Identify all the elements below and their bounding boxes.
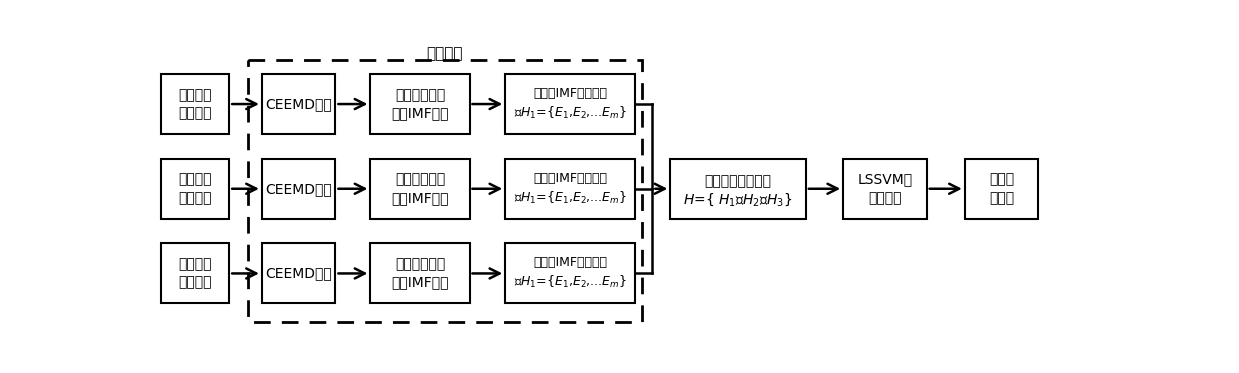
Text: 计算主IMF分量奇异
熵$H_1$={$E_1$,$E_2$,...$E_m$}: 计算主IMF分量奇异 熵$H_1$={$E_1$,$E_2$,...$E_m$} xyxy=(514,257,627,291)
Text: CEEMD分解: CEEMD分解 xyxy=(265,182,332,196)
FancyBboxPatch shape xyxy=(670,159,805,219)
Text: 根据相关性选
取主IMF分量: 根据相关性选 取主IMF分量 xyxy=(392,257,449,290)
Text: 道岔工
况识别: 道岔工 况识别 xyxy=(989,173,1015,205)
FancyBboxPatch shape xyxy=(261,244,336,304)
FancyBboxPatch shape xyxy=(370,74,470,134)
FancyBboxPatch shape xyxy=(965,159,1038,219)
Text: 道岔尾端
振动信号: 道岔尾端 振动信号 xyxy=(178,257,212,290)
Text: 根据相关性选
取主IMF分量: 根据相关性选 取主IMF分量 xyxy=(392,173,449,205)
FancyBboxPatch shape xyxy=(506,159,636,219)
FancyBboxPatch shape xyxy=(506,74,636,134)
FancyBboxPatch shape xyxy=(261,74,336,134)
Text: CEEMD分解: CEEMD分解 xyxy=(265,266,332,280)
Text: $H$={ $H_1$、$H_2$、$H_3$}: $H$={ $H_1$、$H_2$、$H_3$} xyxy=(684,191,793,208)
Text: 道岔中部
振动信号: 道岔中部 振动信号 xyxy=(178,173,212,205)
Text: LSSVM训
练与测试: LSSVM训 练与测试 xyxy=(857,173,912,205)
FancyBboxPatch shape xyxy=(506,244,636,304)
FancyBboxPatch shape xyxy=(843,159,927,219)
Text: 特征提取: 特征提取 xyxy=(426,47,463,62)
FancyBboxPatch shape xyxy=(161,159,229,219)
FancyBboxPatch shape xyxy=(370,159,470,219)
Text: 计算主IMF分量奇异
熵$H_1$={$E_1$,$E_2$,...$E_m$}: 计算主IMF分量奇异 熵$H_1$={$E_1$,$E_2$,...$E_m$} xyxy=(514,87,627,121)
Text: 计算主IMF分量奇异
熵$H_1$={$E_1$,$E_2$,...$E_m$}: 计算主IMF分量奇异 熵$H_1$={$E_1$,$E_2$,...$E_m$} xyxy=(514,172,627,206)
FancyBboxPatch shape xyxy=(261,159,336,219)
FancyBboxPatch shape xyxy=(161,244,229,304)
FancyBboxPatch shape xyxy=(161,74,229,134)
Text: 不同测点特征融合: 不同测点特征融合 xyxy=(705,174,772,188)
Text: CEEMD分解: CEEMD分解 xyxy=(265,97,332,111)
Text: 道岔尖端
振动信号: 道岔尖端 振动信号 xyxy=(178,88,212,120)
Text: 根据相关性选
取主IMF分量: 根据相关性选 取主IMF分量 xyxy=(392,88,449,120)
FancyBboxPatch shape xyxy=(370,244,470,304)
